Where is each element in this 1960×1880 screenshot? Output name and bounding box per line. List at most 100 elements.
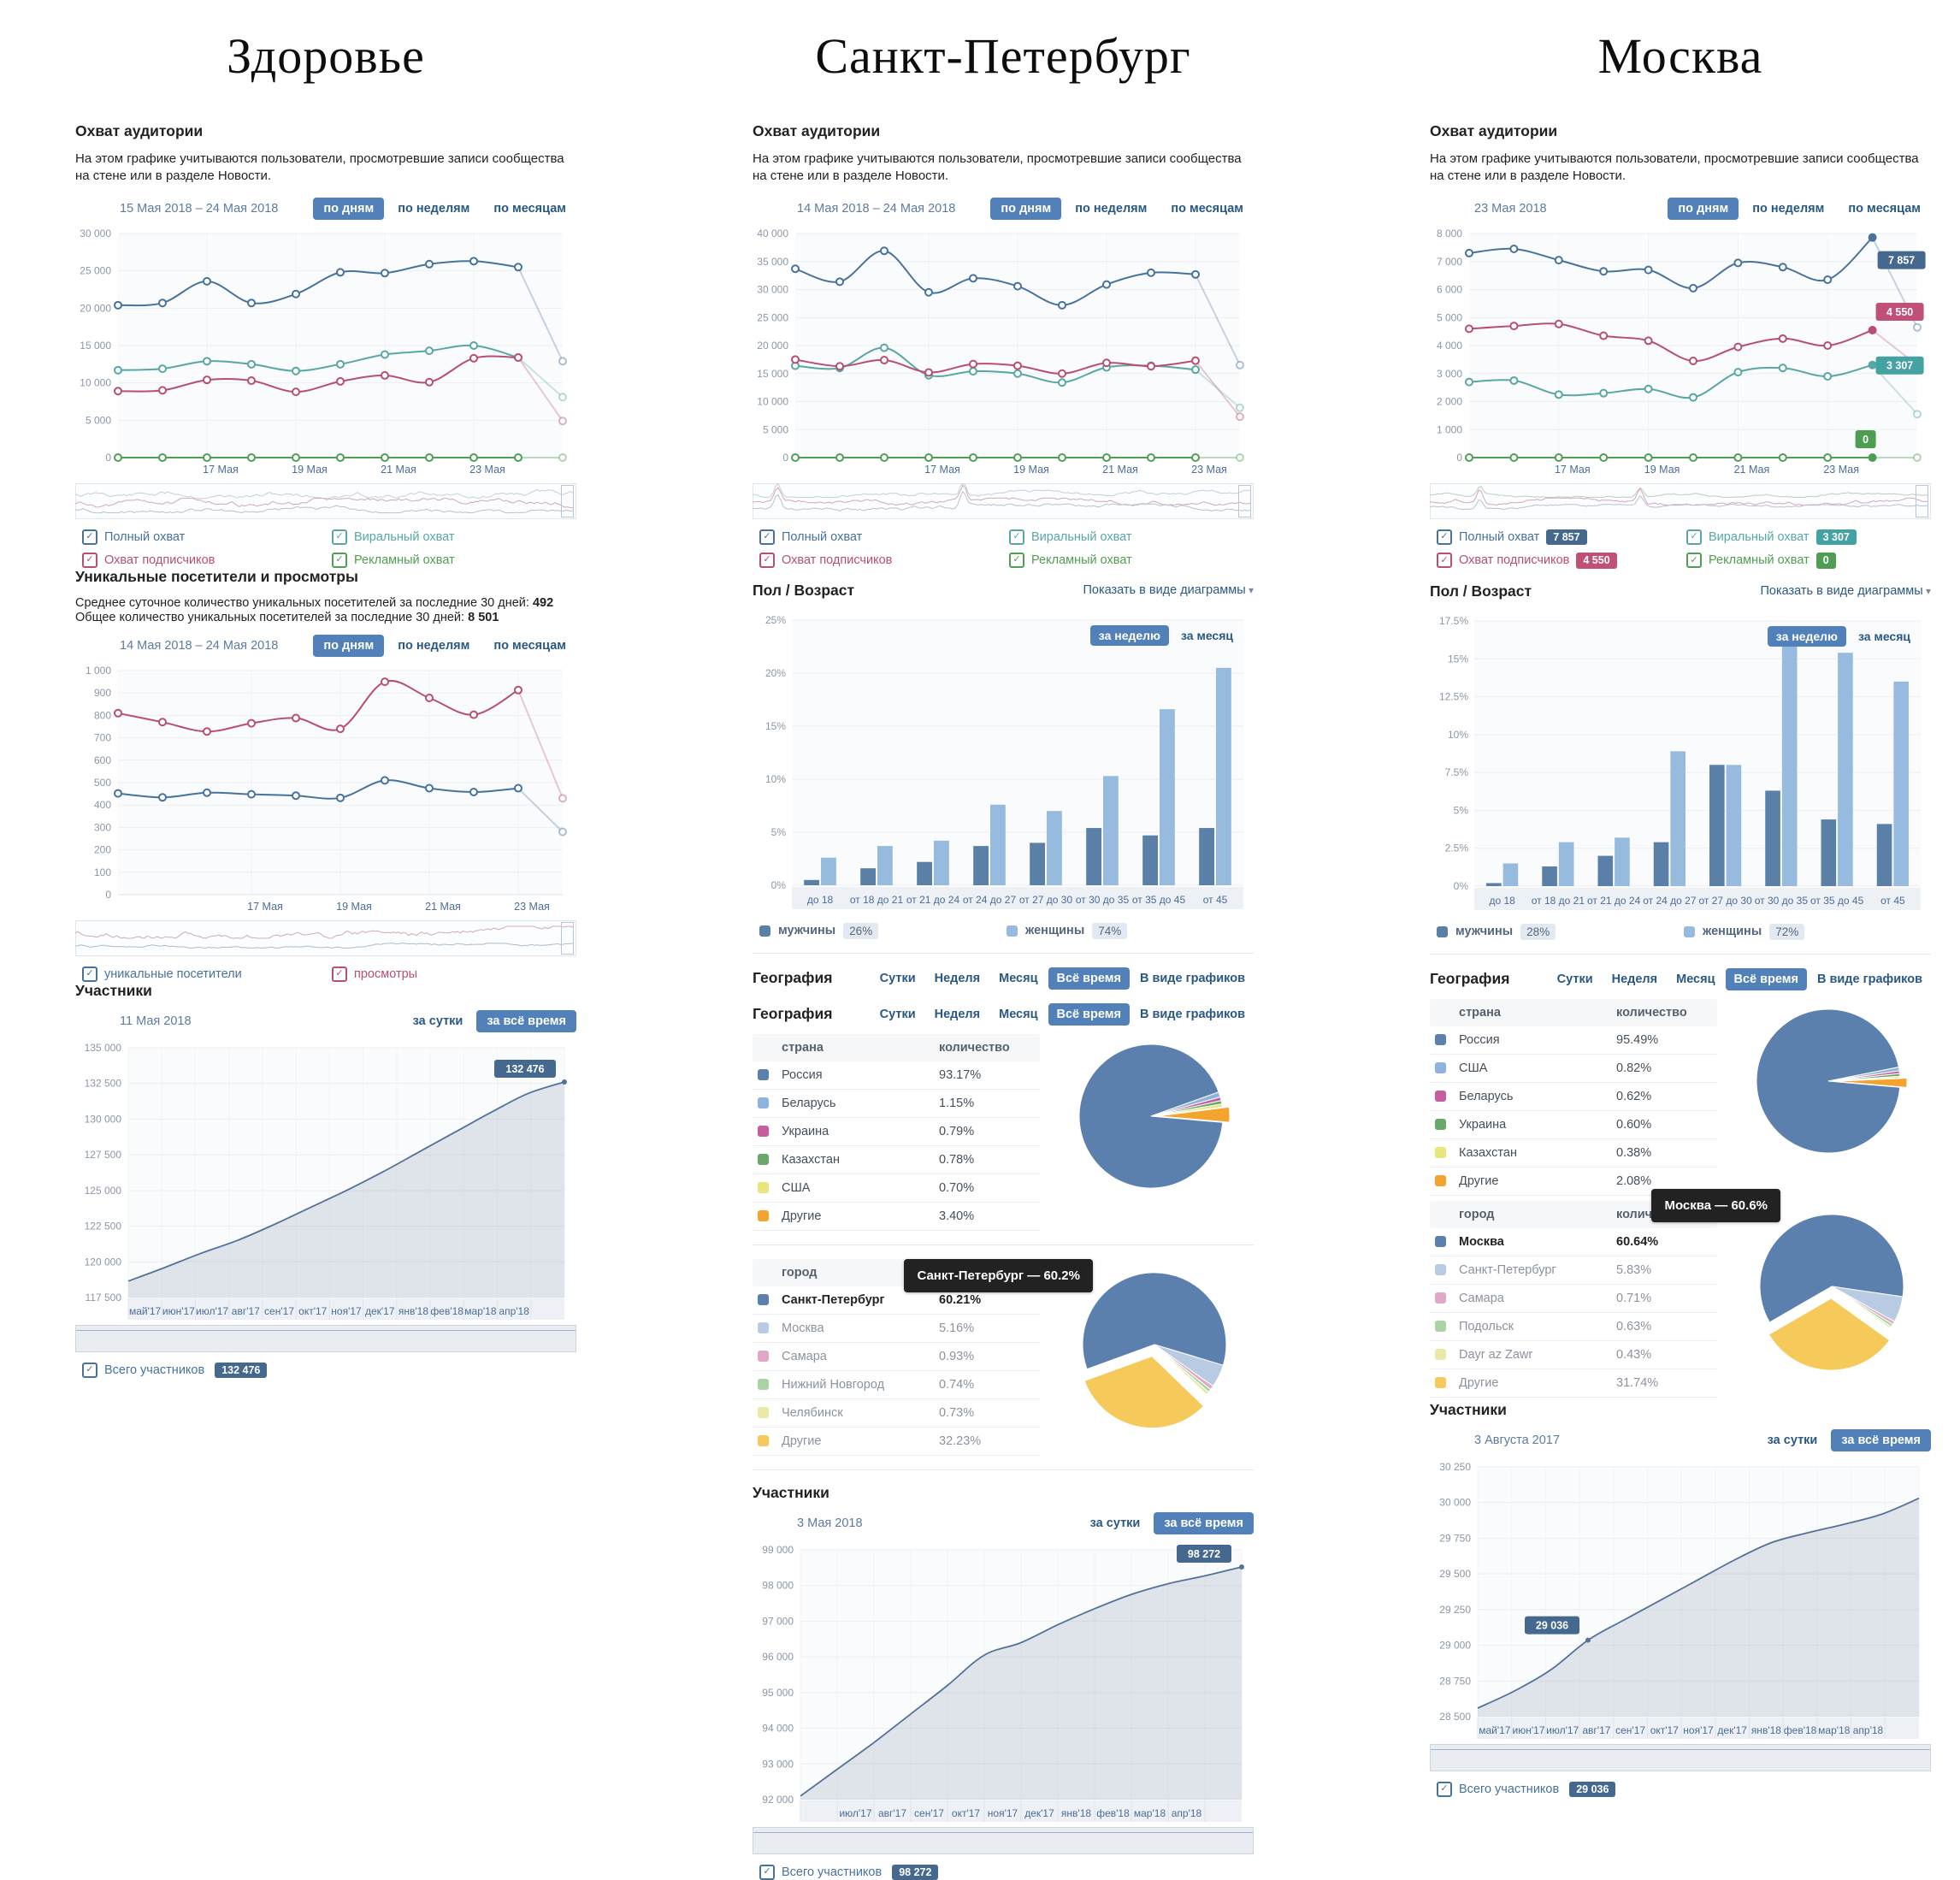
- city-pie-chart[interactable]: [1738, 1201, 1926, 1372]
- svg-text:авг'17: авг'17: [232, 1305, 260, 1317]
- tab-month[interactable]: Месяц: [990, 1003, 1046, 1026]
- tab-day[interactable]: Сутки: [1549, 968, 1602, 990]
- per-day-button[interactable]: за сутки: [1757, 1429, 1828, 1451]
- by-months-button[interactable]: по месяцам: [1160, 198, 1254, 220]
- legend-ad-reach[interactable]: Рекламный охват: [1009, 553, 1254, 568]
- legend-views[interactable]: просмотры: [332, 967, 576, 982]
- tab-week[interactable]: Неделя: [926, 1003, 989, 1026]
- checkbox-icon[interactable]: [1437, 1782, 1452, 1797]
- visitors-minimap[interactable]: [75, 920, 576, 956]
- checkbox-icon[interactable]: [332, 967, 347, 982]
- legend-full-reach[interactable]: Полный охват 7 857: [1437, 529, 1681, 546]
- per-week-button[interactable]: за неделю: [1768, 626, 1846, 647]
- legend-full-reach[interactable]: Полный охват: [759, 529, 1004, 545]
- svg-text:0: 0: [782, 452, 788, 464]
- by-days-button[interactable]: по дням: [313, 635, 384, 657]
- tab-month[interactable]: Месяц: [1668, 968, 1723, 990]
- checkbox-icon[interactable]: [332, 553, 347, 568]
- svg-text:от 35 до 45: от 35 до 45: [1132, 894, 1186, 906]
- checkbox-icon[interactable]: [759, 553, 775, 568]
- by-months-button[interactable]: по месяцам: [1838, 198, 1931, 220]
- legend-unique-visitors[interactable]: уникальные посетители: [82, 967, 327, 982]
- by-months-button[interactable]: по месяцам: [483, 198, 576, 220]
- section-title-gender-age: Пол / Возраст: [753, 582, 854, 600]
- tab-week[interactable]: Неделя: [926, 967, 989, 990]
- legend-sub-reach[interactable]: Охват подписчиков: [82, 553, 327, 568]
- checkbox-icon[interactable]: [1686, 529, 1702, 545]
- checkbox-icon[interactable]: [759, 1865, 775, 1880]
- per-day-button[interactable]: за сутки: [1080, 1512, 1151, 1534]
- legend-viral-reach[interactable]: Виральный охват 3 307: [1686, 529, 1931, 546]
- by-months-button[interactable]: по месяцам: [483, 635, 576, 657]
- gender-period-switch: за неделю за месяц: [1090, 625, 1242, 646]
- tab-as-graphs[interactable]: В виде графиков: [1809, 968, 1931, 990]
- per-day-button[interactable]: за сутки: [403, 1010, 474, 1032]
- tab-month[interactable]: Месяц: [990, 967, 1046, 990]
- tab-day[interactable]: Сутки: [871, 967, 924, 990]
- all-time-button[interactable]: за всё время: [1831, 1429, 1931, 1451]
- legend-viral-reach[interactable]: Виральный охват: [1009, 529, 1254, 545]
- all-time-button[interactable]: за всё время: [1154, 1512, 1254, 1534]
- legend-sub-reach[interactable]: Охват подписчиков: [759, 553, 1004, 568]
- country-pie-chart[interactable]: [1738, 999, 1919, 1163]
- by-weeks-button[interactable]: по неделям: [387, 198, 480, 220]
- show-as-chart-link[interactable]: Показать в виде диаграммы: [1760, 584, 1931, 598]
- checkbox-icon[interactable]: [332, 529, 347, 545]
- range-selector[interactable]: [753, 1827, 1254, 1854]
- tab-alltime[interactable]: Всё время: [1726, 968, 1807, 990]
- checkbox-icon[interactable]: [1686, 553, 1702, 568]
- reach-minimap[interactable]: [75, 483, 576, 519]
- show-as-chart-link[interactable]: Показать в виде диаграммы: [1083, 583, 1254, 597]
- legend-sub-reach[interactable]: Охват подписчиков 4 550: [1437, 553, 1681, 569]
- by-days-button[interactable]: по дням: [990, 198, 1061, 220]
- checkbox-icon[interactable]: [759, 529, 775, 545]
- by-days-button[interactable]: по дням: [1668, 198, 1739, 220]
- tab-week[interactable]: Неделя: [1603, 968, 1666, 990]
- checkbox-icon[interactable]: [82, 529, 97, 545]
- per-month-button[interactable]: за месяц: [1172, 625, 1242, 646]
- per-month-button[interactable]: за месяц: [1850, 626, 1919, 647]
- section-title-reach: Охват аудитории: [1430, 122, 1931, 140]
- tab-as-graphs[interactable]: В виде графиков: [1131, 967, 1254, 990]
- legend-total-members[interactable]: Всего участников: [1437, 1782, 1559, 1797]
- checkbox-icon[interactable]: [82, 553, 97, 568]
- by-days-button[interactable]: по дням: [313, 198, 384, 220]
- reach-minimap[interactable]: [753, 483, 1254, 519]
- checkbox-icon[interactable]: [82, 967, 97, 982]
- all-time-button[interactable]: за всё время: [476, 1010, 576, 1032]
- reach-minimap[interactable]: [1430, 483, 1931, 519]
- svg-text:янв'18: янв'18: [1751, 1724, 1781, 1736]
- range-selector[interactable]: [75, 1325, 576, 1352]
- checkbox-icon[interactable]: [1009, 529, 1024, 545]
- legend-ad-reach[interactable]: Рекламный охват 0: [1686, 553, 1931, 569]
- legend-ad-reach[interactable]: Рекламный охват: [332, 553, 576, 568]
- country-pie-chart[interactable]: [1060, 1034, 1242, 1198]
- tab-alltime[interactable]: Всё время: [1048, 967, 1130, 990]
- checkbox-icon[interactable]: [1009, 553, 1024, 568]
- legend-total-members[interactable]: Всего участников: [759, 1865, 882, 1880]
- tab-as-graphs[interactable]: В виде графиков: [1131, 1003, 1254, 1026]
- checkbox-icon[interactable]: [1437, 553, 1452, 568]
- legend-total-members[interactable]: Всего участников: [82, 1363, 204, 1378]
- checkbox-icon[interactable]: [82, 1363, 97, 1378]
- per-week-button[interactable]: за неделю: [1090, 625, 1169, 646]
- tab-alltime[interactable]: Всё время: [1048, 1003, 1130, 1026]
- range-selector[interactable]: [1430, 1744, 1931, 1771]
- by-weeks-button[interactable]: по неделям: [387, 635, 480, 657]
- svg-text:125 000: 125 000: [85, 1184, 122, 1196]
- legend-viral-reach[interactable]: Виральный охват: [332, 529, 576, 545]
- by-weeks-button[interactable]: по неделям: [1065, 198, 1157, 220]
- tab-day[interactable]: Сутки: [871, 1003, 924, 1026]
- checkbox-icon[interactable]: [1437, 529, 1452, 545]
- by-weeks-button[interactable]: по неделям: [1742, 198, 1834, 220]
- legend-full-reach[interactable]: Полный охват: [82, 529, 327, 545]
